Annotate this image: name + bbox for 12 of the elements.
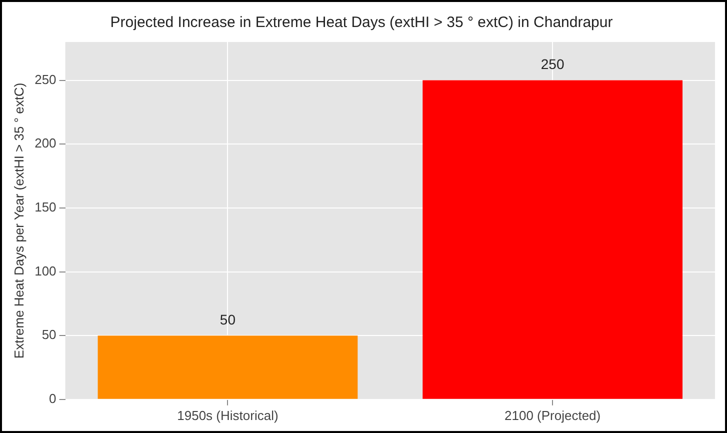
y-tick-label: 150 bbox=[34, 200, 56, 215]
data-label: 50 bbox=[220, 311, 236, 328]
x-tick-label: 2100 (Projected) bbox=[504, 408, 601, 423]
y-tick-label: 100 bbox=[34, 263, 56, 278]
y-axis-title: Extreme Heat Days per Year (extHI > 35 ° extC) bbox=[11, 82, 26, 359]
x-tick-label: 1950s (Historical) bbox=[177, 408, 278, 423]
y-tick-label: 0 bbox=[49, 390, 56, 406]
y-tick-label: 50 bbox=[42, 327, 56, 342]
chart-title: Projected Increase in Extreme Heat Days (extHI > 35 ° extC) in Chandrapur bbox=[110, 14, 613, 32]
y-tick-label: 250 bbox=[34, 72, 56, 87]
data-label: 250 bbox=[540, 56, 564, 72]
y-tick-label: 200 bbox=[34, 136, 56, 151]
